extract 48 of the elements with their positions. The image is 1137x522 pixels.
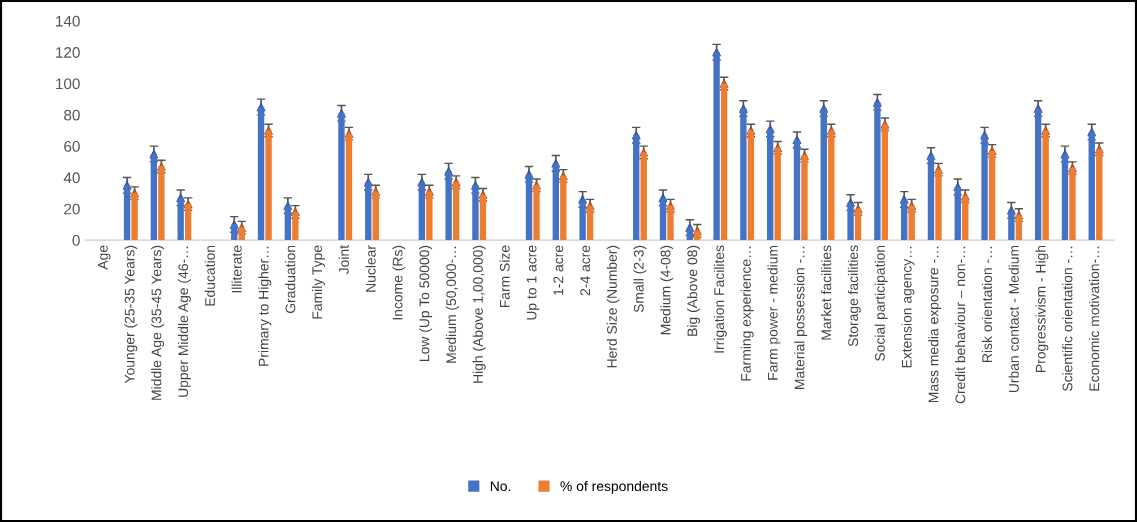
x-tick-label: Small (2-3)	[633, 245, 647, 313]
x-tick-label: 2-4 acre	[580, 245, 591, 296]
x-tick-label: Farm power - medium	[767, 245, 781, 380]
x-tick-label: Primary to Higher…	[258, 246, 272, 366]
x-tick-label: Farm Size	[499, 245, 510, 308]
x-tick-label: Big (Above 08)	[687, 245, 701, 336]
y-tick-label: 100	[56, 78, 80, 90]
x-tick-label: Low (Up To 50000)	[419, 245, 433, 361]
x-tick-label: Herd Size (Number)	[606, 245, 620, 368]
y-tick-label: 140	[56, 15, 80, 27]
y-tick-label: 40	[63, 172, 80, 184]
x-tick-label: Mass media exposure -…	[928, 246, 942, 403]
x-tick-label: Risk orientation -…	[981, 246, 993, 362]
x-tick-label: Joint	[338, 245, 349, 275]
x-tick-label: Education	[204, 245, 215, 306]
x-tick-label: Economic motivation-…	[1089, 246, 1100, 391]
y-tick-label: 80	[64, 109, 80, 121]
x-tick-label: Nuclear	[365, 245, 376, 292]
x-tick-label: Upper Middle Age (46-…	[177, 246, 191, 397]
x-tick-label: Younger (25-35 Years)	[124, 245, 138, 384]
y-tick-label: 20	[64, 203, 80, 215]
x-tick-label: Medium (4-08)	[660, 245, 674, 335]
x-tick-label: Extension agency…	[901, 246, 915, 368]
legend-label: % of respondents	[560, 480, 668, 494]
y-tick-label: 120	[56, 47, 80, 58]
y-tick-label: 0	[72, 234, 80, 246]
x-tick-label: Graduation	[285, 245, 296, 313]
x-tick-label: High (Above 1,00,000)	[472, 245, 486, 383]
x-tick-label: Irrigation Facilites	[713, 245, 727, 353]
x-tick-label: Family Type	[311, 245, 325, 319]
x-tick-label: Urban contact - Medium	[1008, 245, 1019, 393]
x-tick-label: Social participation	[874, 245, 888, 361]
x-tick-label: Market facilities	[821, 245, 832, 340]
x-tick-label: Progressivism - High	[1035, 245, 1049, 372]
legend-label: No.	[490, 481, 511, 492]
x-tick-label: Illiterate	[231, 245, 242, 293]
x-tick-label: Storage facilities	[847, 245, 861, 347]
x-tick-label: Medium (50,000-…	[445, 246, 459, 363]
x-tick-label: Middle Age (35-45 Years)	[151, 245, 165, 400]
y-tick-label: 60	[64, 141, 80, 152]
x-tick-label: Farming experience…	[740, 246, 754, 381]
x-tick-label: Credit behaviour – non-…	[955, 246, 966, 404]
x-tick-label: Income (Rs)	[392, 245, 406, 320]
x-tick-label: Scientific orientation -…	[1062, 246, 1073, 392]
x-tick-label: 1-2 acre	[553, 245, 564, 295]
x-tick-label: Material possession -…	[794, 246, 808, 389]
x-tick-label: Age	[98, 245, 111, 270]
x-tick-label: Up to 1 acre	[526, 245, 540, 320]
